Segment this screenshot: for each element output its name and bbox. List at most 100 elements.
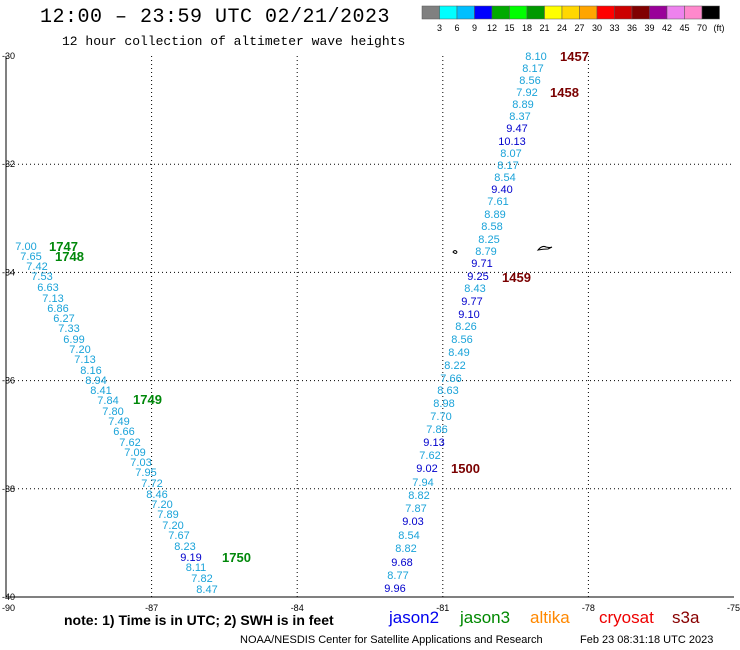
- wave-height-value: 6.66: [113, 426, 134, 438]
- wave-height-value: 7.70: [430, 411, 451, 423]
- colorbar-swatch: [684, 5, 703, 20]
- wave-height-value: 9.03: [402, 516, 423, 528]
- wave-height-value: 9.71: [471, 258, 492, 270]
- wave-height-value: 8.63: [437, 385, 458, 397]
- footer-timestamp: Feb 23 08:31:18 UTC 2023: [580, 634, 714, 646]
- wave-height-value: 7.84: [97, 395, 118, 407]
- wave-height-value: 9.77: [461, 296, 482, 308]
- colorbar-label: 70: [697, 23, 707, 33]
- altimeter-tracks: 8.108.178.567.928.898.379.4710.138.078.1…: [15, 51, 546, 596]
- colorbar-swatch: [631, 5, 650, 20]
- wave-height-value: 7.80: [102, 406, 123, 418]
- lat-tick-label: -40: [2, 592, 15, 602]
- wave-height-value: 8.94: [85, 375, 106, 387]
- lat-tick-label: -38: [2, 484, 15, 494]
- colorbar-label: 6: [454, 23, 459, 33]
- wave-height-value: 8.49: [448, 347, 469, 359]
- time-label: 1500: [451, 461, 480, 476]
- wave-height-value: 8.37: [509, 111, 530, 123]
- colorbar-swatch: [614, 5, 633, 20]
- colorbar-label: 45: [679, 23, 689, 33]
- wave-height-value: 7.94: [412, 477, 433, 489]
- lat-tick-label: -32: [2, 159, 15, 169]
- wave-height-value: 8.82: [395, 543, 416, 555]
- colorbar-label: 12: [487, 23, 497, 33]
- colorbar-swatch: [456, 5, 475, 20]
- wave-height-value: 7.82: [191, 573, 212, 585]
- wave-height-value: 8.89: [484, 209, 505, 221]
- colorbar-label: 21: [539, 23, 549, 33]
- time-label: 1748: [55, 249, 84, 264]
- colorbar-swatch: [649, 5, 668, 20]
- wave-height-value: 8.77: [387, 570, 408, 582]
- wave-height-value: 8.17: [522, 63, 543, 75]
- colorbar-swatch: [509, 5, 528, 20]
- axis-labels: -30 -32 -34 -36 -38 -40-90 -87 -84 -81 -78 -75: [2, 51, 740, 613]
- wave-height-value: 8.47: [196, 584, 217, 596]
- wave-height-value: 6.86: [47, 303, 68, 315]
- wave-height-value: 9.19: [180, 552, 201, 564]
- satellite-legend-jason2: jason2: [389, 608, 440, 627]
- colorbar-swatch: [421, 5, 440, 20]
- wave-height-value: 9.96: [384, 583, 405, 595]
- wave-height-value: 8.43: [464, 283, 485, 295]
- wave-height-value: 9.40: [491, 184, 512, 196]
- colorbar-swatch: [544, 5, 563, 20]
- colorbar-label: 39: [644, 23, 654, 33]
- wave-height-value: 8.89: [512, 99, 533, 111]
- wave-height-value: 8.10: [525, 51, 546, 63]
- colorbar-unit: (ft): [714, 23, 725, 33]
- wave-height-value: 7.00: [15, 241, 36, 253]
- wave-height-value: 10.13: [498, 136, 526, 148]
- wave-height-value: 8.22: [444, 360, 465, 372]
- colorbar-label: 33: [609, 23, 619, 33]
- satellite-legend-cryosat: cryosat: [599, 608, 654, 627]
- satellite-legend-jason3: jason3: [460, 608, 511, 627]
- wave-height-value: 8.25: [478, 234, 499, 246]
- island-shape: [452, 250, 458, 254]
- wave-height-value: 7.20: [69, 344, 90, 356]
- islands: [452, 245, 553, 254]
- map-frame: [5, 56, 734, 598]
- map-title: 12:00 – 23:59 UTC 02/21/2023: [40, 6, 391, 29]
- wave-height-value: 8.16: [80, 365, 101, 377]
- wave-height-value: 8.07: [500, 148, 521, 160]
- lon-tick-label: -90: [2, 603, 15, 613]
- colorbar-label: 24: [557, 23, 567, 33]
- wave-height-value: 7.49: [108, 416, 129, 428]
- time-label: 1459: [502, 270, 531, 285]
- wave-height-value: 7.03: [130, 457, 151, 469]
- wave-height-value: 8.23: [174, 541, 195, 553]
- lat-tick-label: -30: [2, 51, 15, 61]
- wave-height-value: 8.98: [433, 398, 454, 410]
- time-label: 1458: [550, 85, 579, 100]
- colorbar: 3 6 9 12 15 18 21 24 27 30 33 36 39 42 45 70 (ft): [421, 5, 725, 33]
- wave-height-value: 7.20: [162, 520, 183, 532]
- wave-height-value: 7.86: [426, 424, 447, 436]
- satellite-legend-altika: altika: [530, 608, 570, 627]
- colorbar-label: 18: [522, 23, 532, 33]
- wave-height-value: 7.13: [42, 293, 63, 305]
- footer-source: NOAA/NESDIS Center for Satellite Applica…: [240, 634, 543, 646]
- lon-tick-label: -75: [727, 603, 740, 613]
- wave-height-value: 7.62: [419, 450, 440, 462]
- time-label: 1747: [49, 239, 78, 254]
- colorbar-label: 3: [437, 23, 442, 33]
- wave-height-value: 9.10: [458, 309, 479, 321]
- lon-tick-label: -78: [582, 603, 595, 613]
- wave-height-value: 8.58: [481, 221, 502, 233]
- satellite-legend-s3a: s3a: [672, 608, 700, 627]
- wave-height-value: 6.27: [53, 313, 74, 325]
- wave-height-value: 9.25: [467, 271, 488, 283]
- wave-height-value: 7.53: [31, 271, 52, 283]
- time-label: 1457: [560, 49, 589, 64]
- colorbar-label: 27: [574, 23, 584, 33]
- grid: [6, 56, 734, 597]
- wave-height-value: 8.82: [408, 490, 429, 502]
- colorbar-swatch: [666, 5, 685, 20]
- wave-height-value: 9.13: [423, 437, 444, 449]
- wave-height-value: 8.56: [519, 75, 540, 87]
- lon-tick-label: -81: [436, 603, 449, 613]
